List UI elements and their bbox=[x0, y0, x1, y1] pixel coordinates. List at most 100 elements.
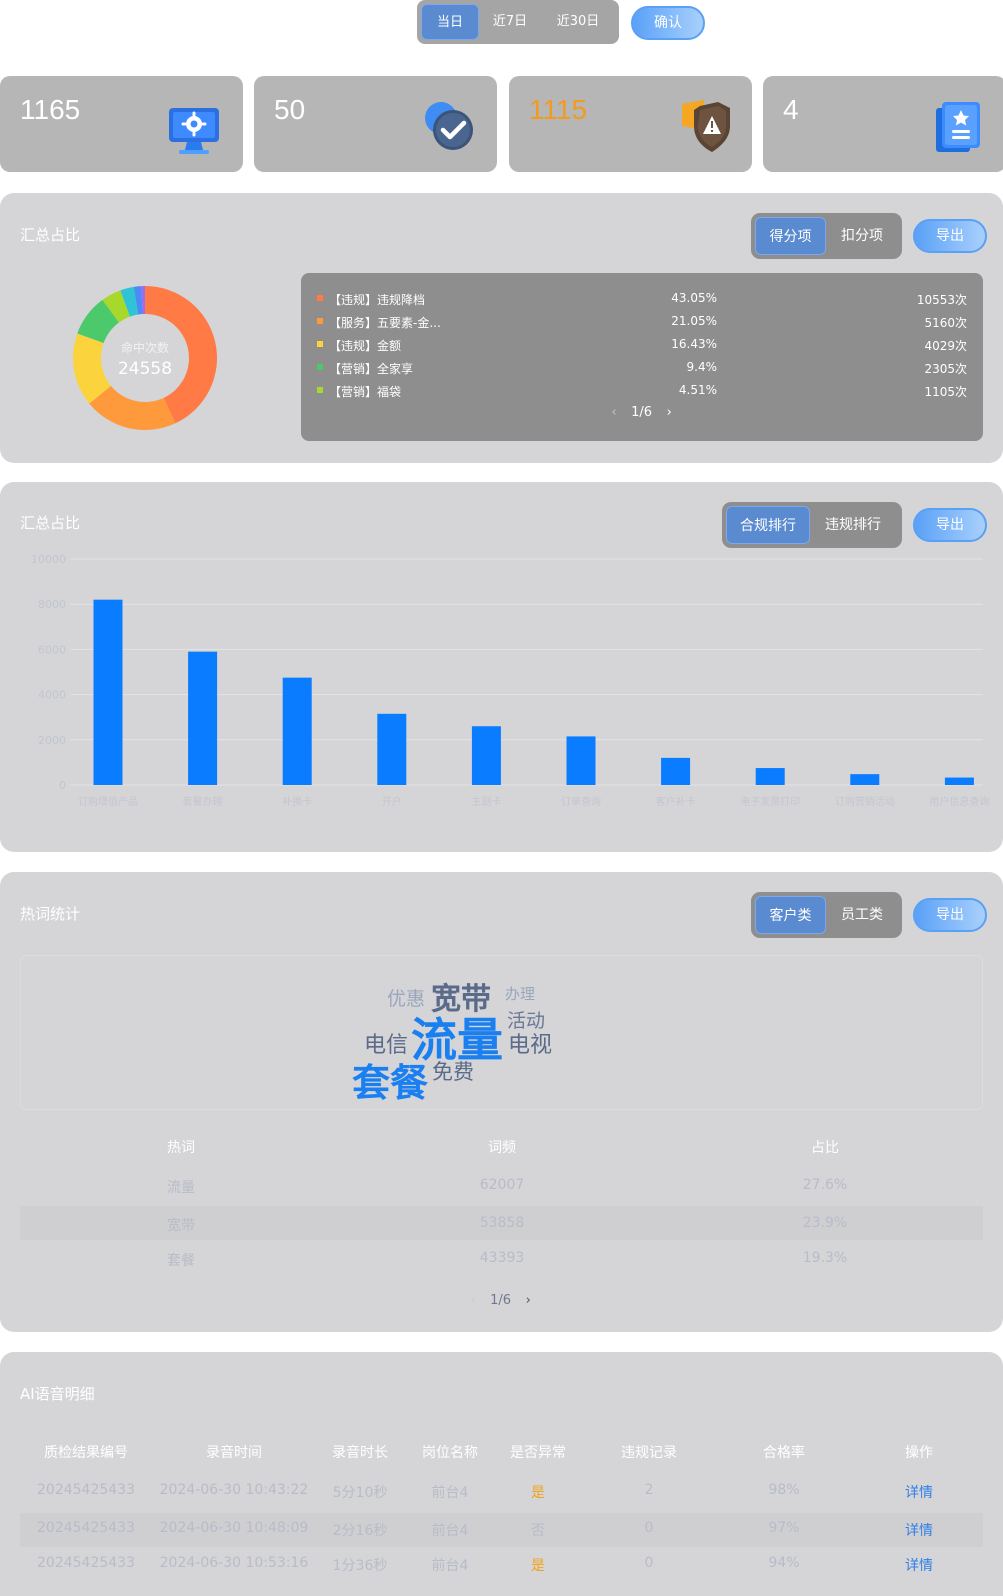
hotword-panel: 热词统计 客户类 员工类 导出 优惠 宽带 办理 活动 电信 流量 电视 套餐 … bbox=[0, 872, 1003, 1332]
ranking-type-toggle: 合规排行 违规排行 bbox=[722, 502, 902, 548]
bar bbox=[850, 774, 880, 785]
column-header: 录音时间 bbox=[206, 1445, 262, 1461]
hotword-pager: ‹ 1/6 › bbox=[466, 1293, 535, 1308]
word-cloud-term: 电视 bbox=[508, 1033, 553, 1058]
legend-color-dot bbox=[317, 295, 323, 301]
column-header: 词频 bbox=[488, 1140, 516, 1156]
detail-link[interactable]: 详情 bbox=[905, 1558, 933, 1574]
stat-value: 1165 bbox=[20, 94, 81, 125]
row-stripe bbox=[20, 1206, 983, 1240]
bar bbox=[661, 757, 691, 785]
duration-cell: 5分10秒 bbox=[332, 1485, 388, 1501]
violation-cell: 0 bbox=[644, 1520, 654, 1536]
stat-card-qualified: 50 bbox=[254, 76, 497, 172]
donut-slice bbox=[120, 286, 139, 317]
pass-rate-cell: 97% bbox=[768, 1520, 800, 1536]
frequency-cell: 53858 bbox=[479, 1215, 525, 1231]
legend-percent: 21.05% bbox=[671, 314, 717, 328]
column-header: 合格率 bbox=[763, 1445, 805, 1461]
bar bbox=[755, 768, 785, 785]
stat-value: 1115 bbox=[529, 94, 588, 125]
legend-box: 【违规】违规降档 43.05% 10553次 【服务】五要素-金... 21.0… bbox=[301, 273, 983, 441]
column-header: 岗位名称 bbox=[422, 1445, 478, 1461]
panel-title: 汇总占比 bbox=[20, 514, 81, 532]
tab-violation-ranking[interactable]: 违规排行 bbox=[825, 517, 881, 533]
y-tick-label: 6000 bbox=[38, 643, 66, 656]
detail-panel: AI语音明细 质检结果编号 录音时间 录音时长 岗位名称 是否异常 违规记录 合… bbox=[0, 1352, 1003, 1596]
ratio-cell: 27.6% bbox=[802, 1177, 848, 1193]
word-cloud: 优惠 宽带 办理 活动 电信 流量 电视 套餐 免费 bbox=[20, 955, 983, 1110]
legend-name: 【营销】福袋 bbox=[329, 385, 402, 399]
abnormal-cell: 是 bbox=[531, 1485, 545, 1501]
row-stripe bbox=[20, 1513, 983, 1547]
x-tick-label: 开户 bbox=[382, 795, 402, 808]
result-id-cell: 20245425433 bbox=[37, 1520, 135, 1536]
next-page-icon[interactable]: › bbox=[525, 1293, 531, 1308]
word-cloud-term: 流量 bbox=[411, 1013, 503, 1067]
legend-percent: 43.05% bbox=[671, 291, 717, 305]
next-page-icon[interactable]: › bbox=[666, 405, 672, 420]
tab-deduct-items[interactable]: 扣分项 bbox=[841, 228, 883, 244]
column-header: 占比 bbox=[811, 1140, 839, 1156]
prev-page-icon[interactable]: ‹ bbox=[611, 405, 617, 420]
record-time-cell: 2024-06-30 10:53:16 bbox=[159, 1555, 309, 1571]
export-button[interactable]: 导出 bbox=[913, 508, 987, 542]
x-tick-label: 订单查询 bbox=[561, 795, 601, 808]
panel-title: AI语音明细 bbox=[20, 1385, 95, 1403]
legend-count: 2305次 bbox=[924, 362, 967, 376]
donut-slice bbox=[77, 299, 119, 344]
donut-slice bbox=[141, 286, 145, 315]
stat-value: 50 bbox=[274, 94, 306, 125]
date-range-selector: 当日 近7日 近30日 bbox=[417, 0, 619, 44]
result-id-cell: 20245425433 bbox=[37, 1555, 135, 1571]
score-type-toggle: 得分项 扣分项 bbox=[751, 213, 902, 259]
legend-percent: 4.51% bbox=[678, 383, 717, 397]
tab-employee[interactable]: 员工类 bbox=[841, 907, 883, 923]
y-tick-label: 8000 bbox=[38, 598, 66, 611]
tab-customer[interactable]: 客户类 bbox=[755, 896, 826, 934]
legend-color-dot bbox=[317, 364, 323, 370]
ratio-cell: 19.3% bbox=[802, 1250, 848, 1266]
bar bbox=[188, 651, 218, 785]
legend-item: 【违规】违规降档 43.05% 10553次 bbox=[317, 289, 967, 309]
donut-slice bbox=[102, 290, 130, 323]
donut-total: 24558 bbox=[117, 359, 173, 379]
hotword-cell: 宽带 bbox=[167, 1218, 195, 1234]
word-cloud-term: 宽带 bbox=[431, 982, 491, 1017]
tab-compliance-ranking[interactable]: 合规排行 bbox=[726, 506, 810, 544]
y-tick-label: 10000 bbox=[31, 553, 66, 566]
legend-name: 【营销】全家享 bbox=[329, 362, 414, 376]
column-header: 录音时长 bbox=[332, 1445, 388, 1461]
violation-cell: 0 bbox=[644, 1555, 654, 1571]
stat-value: 4 bbox=[783, 94, 799, 125]
detail-link[interactable]: 详情 bbox=[905, 1485, 933, 1501]
confirm-button[interactable]: 确认 bbox=[631, 6, 705, 40]
prev-page-icon[interactable]: ‹ bbox=[470, 1293, 476, 1308]
stat-card-violation: 1115 bbox=[509, 76, 752, 172]
word-cloud-term: 套餐 bbox=[352, 1061, 429, 1105]
x-tick-label: 订购营销活动 bbox=[835, 795, 895, 808]
y-tick-label: 0 bbox=[59, 779, 66, 792]
word-cloud-term: 优惠 bbox=[387, 988, 426, 1010]
word-cloud-term: 办理 bbox=[505, 985, 536, 1003]
detail-link[interactable]: 详情 bbox=[905, 1523, 933, 1539]
tab-score-items[interactable]: 得分项 bbox=[755, 217, 826, 255]
violation-cell: 2 bbox=[644, 1482, 654, 1498]
legend-percent: 9.4% bbox=[686, 360, 718, 374]
export-button[interactable]: 导出 bbox=[913, 898, 987, 932]
range-today-button[interactable]: 当日 bbox=[421, 4, 479, 40]
ranking-panel: 汇总占比 合规排行 违规排行 导出 0 2000 4000 6000 8000 10000… bbox=[0, 482, 1003, 852]
summary-panel: 汇总占比 得分项 扣分项 导出 命中次数 24558 【违规】违规降档 43.0… bbox=[0, 193, 1003, 463]
range-7d-button[interactable]: 近7日 bbox=[492, 14, 528, 29]
page-indicator: 1/6 bbox=[490, 1293, 512, 1308]
frequency-cell: 43393 bbox=[479, 1250, 525, 1266]
legend-count: 10553次 bbox=[916, 293, 967, 307]
x-tick-label: 套餐办理 bbox=[183, 795, 223, 808]
export-button[interactable]: 导出 bbox=[913, 219, 987, 253]
bar bbox=[566, 736, 596, 785]
bar-chart: 0 2000 4000 6000 8000 10000 订购增值产品 套餐办理 补换卡 开户 主副卡… bbox=[31, 553, 989, 808]
monitor-gear-icon bbox=[169, 108, 219, 154]
column-header: 操作 bbox=[905, 1445, 933, 1461]
hotword-cell: 流量 bbox=[167, 1180, 195, 1196]
range-30d-button[interactable]: 近30日 bbox=[556, 14, 600, 29]
